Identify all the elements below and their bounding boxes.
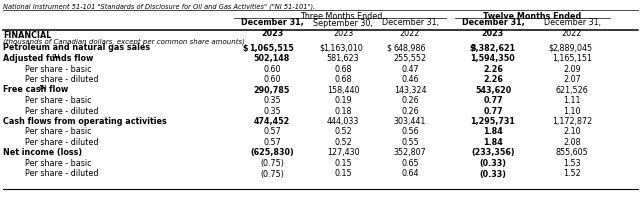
- Text: (0.33): (0.33): [479, 159, 506, 168]
- Text: 3,382,621: 3,382,621: [470, 43, 516, 52]
- Text: December 31,
2023: December 31, 2023: [461, 19, 524, 38]
- Text: Per share - diluted: Per share - diluted: [25, 106, 99, 115]
- Text: (233,356): (233,356): [471, 149, 515, 157]
- Text: 2.09: 2.09: [563, 64, 581, 73]
- Text: $: $: [548, 43, 553, 52]
- Text: 543,620: 543,620: [475, 85, 511, 94]
- Text: 0.26: 0.26: [401, 96, 419, 105]
- Text: Adjusted funds flow: Adjusted funds flow: [3, 54, 93, 63]
- Text: 1.52: 1.52: [563, 170, 581, 178]
- Text: Per share - basic: Per share - basic: [25, 64, 92, 73]
- Text: 474,452: 474,452: [254, 117, 290, 126]
- Text: (0.75): (0.75): [260, 159, 284, 168]
- Text: National Instrument 51-101 "Standards of Disclosure for Oil and Gas Activities" : National Instrument 51-101 "Standards of…: [3, 3, 316, 10]
- Text: $: $: [319, 43, 324, 52]
- Text: 444,033: 444,033: [327, 117, 359, 126]
- Text: 2.26: 2.26: [483, 75, 503, 84]
- Text: December 31,
2023: December 31, 2023: [241, 19, 303, 38]
- Text: September 30,
2023: September 30, 2023: [313, 19, 373, 38]
- Text: 143,324: 143,324: [394, 85, 426, 94]
- Text: 502,148: 502,148: [254, 54, 290, 63]
- Text: Per share - diluted: Per share - diluted: [25, 75, 99, 84]
- Text: 0.77: 0.77: [483, 96, 503, 105]
- Text: 255,552: 255,552: [394, 54, 427, 63]
- Text: Per share - basic: Per share - basic: [25, 128, 92, 136]
- Text: 1.84: 1.84: [483, 138, 503, 147]
- Text: (625,830): (625,830): [250, 149, 294, 157]
- Text: 1,163,010: 1,163,010: [323, 43, 363, 52]
- Text: Twelve Months Ended: Twelve Months Ended: [483, 12, 582, 21]
- Text: 581,623: 581,623: [326, 54, 359, 63]
- Text: 648,986: 648,986: [394, 43, 426, 52]
- Text: 0.18: 0.18: [334, 106, 352, 115]
- Text: 0.65: 0.65: [401, 159, 419, 168]
- Text: 1.10: 1.10: [563, 106, 580, 115]
- Text: 0.55: 0.55: [401, 138, 419, 147]
- Text: Net income (loss): Net income (loss): [3, 149, 82, 157]
- Text: 0.19: 0.19: [334, 96, 352, 105]
- Text: 1.53: 1.53: [563, 159, 581, 168]
- Text: 303,441: 303,441: [394, 117, 426, 126]
- Text: 0.68: 0.68: [334, 64, 352, 73]
- Text: $: $: [469, 43, 474, 52]
- Text: 1,165,151: 1,165,151: [552, 54, 592, 63]
- Text: 0.68: 0.68: [334, 75, 352, 84]
- Text: (0.33): (0.33): [479, 170, 506, 178]
- Text: 0.64: 0.64: [401, 170, 419, 178]
- Text: December 31,
2022: December 31, 2022: [543, 19, 600, 38]
- Text: 1.84: 1.84: [483, 128, 503, 136]
- Text: $: $: [242, 43, 248, 52]
- Text: 0.46: 0.46: [401, 75, 419, 84]
- Text: 0.15: 0.15: [334, 159, 352, 168]
- Text: 0.52: 0.52: [334, 128, 352, 136]
- Text: Cash flows from operating activities: Cash flows from operating activities: [3, 117, 167, 126]
- Text: (thousands of Canadian dollars, except per common share amounts): (thousands of Canadian dollars, except p…: [3, 39, 245, 45]
- Text: 0.60: 0.60: [263, 64, 281, 73]
- Text: 158,440: 158,440: [327, 85, 359, 94]
- Text: Per share - basic: Per share - basic: [25, 159, 92, 168]
- Text: (0.75): (0.75): [260, 170, 284, 178]
- Text: 0.35: 0.35: [263, 96, 281, 105]
- Text: December 31,
2022: December 31, 2022: [381, 19, 438, 38]
- Text: Three Months Ended: Three Months Ended: [300, 12, 382, 21]
- Text: 1.11: 1.11: [563, 96, 580, 105]
- Text: $: $: [386, 43, 391, 52]
- Text: Free cash flow: Free cash flow: [3, 85, 68, 94]
- Text: 0.57: 0.57: [263, 128, 281, 136]
- Text: 2,889,045: 2,889,045: [552, 43, 592, 52]
- Text: 0.56: 0.56: [401, 128, 419, 136]
- Text: 290,785: 290,785: [254, 85, 290, 94]
- Text: 2.07: 2.07: [563, 75, 581, 84]
- Text: Per share - basic: Per share - basic: [25, 96, 92, 105]
- Text: 0.35: 0.35: [263, 106, 281, 115]
- Text: 127,430: 127,430: [326, 149, 359, 157]
- Text: Petroleum and natural gas sales: Petroleum and natural gas sales: [3, 43, 150, 52]
- Text: (2): (2): [39, 85, 47, 91]
- Text: 1,065,515: 1,065,515: [250, 43, 294, 52]
- Text: 1,594,350: 1,594,350: [470, 54, 515, 63]
- Text: Per share - diluted: Per share - diluted: [25, 170, 99, 178]
- Text: 0.52: 0.52: [334, 138, 352, 147]
- Text: 352,807: 352,807: [394, 149, 426, 157]
- Text: 2.26: 2.26: [483, 64, 503, 73]
- Text: 2.10: 2.10: [563, 128, 581, 136]
- Text: 0.15: 0.15: [334, 170, 352, 178]
- Text: (1): (1): [51, 54, 60, 59]
- Text: FINANCIAL: FINANCIAL: [3, 31, 51, 41]
- Text: 0.47: 0.47: [401, 64, 419, 73]
- Text: 855,605: 855,605: [556, 149, 588, 157]
- Text: 1,172,872: 1,172,872: [552, 117, 592, 126]
- Text: 1,295,731: 1,295,731: [470, 117, 515, 126]
- Text: 2.08: 2.08: [563, 138, 581, 147]
- Text: 0.57: 0.57: [263, 138, 281, 147]
- Text: 621,526: 621,526: [556, 85, 588, 94]
- Text: 0.26: 0.26: [401, 106, 419, 115]
- Text: 0.77: 0.77: [483, 106, 503, 115]
- Text: 0.60: 0.60: [263, 75, 281, 84]
- Text: Per share - diluted: Per share - diluted: [25, 138, 99, 147]
